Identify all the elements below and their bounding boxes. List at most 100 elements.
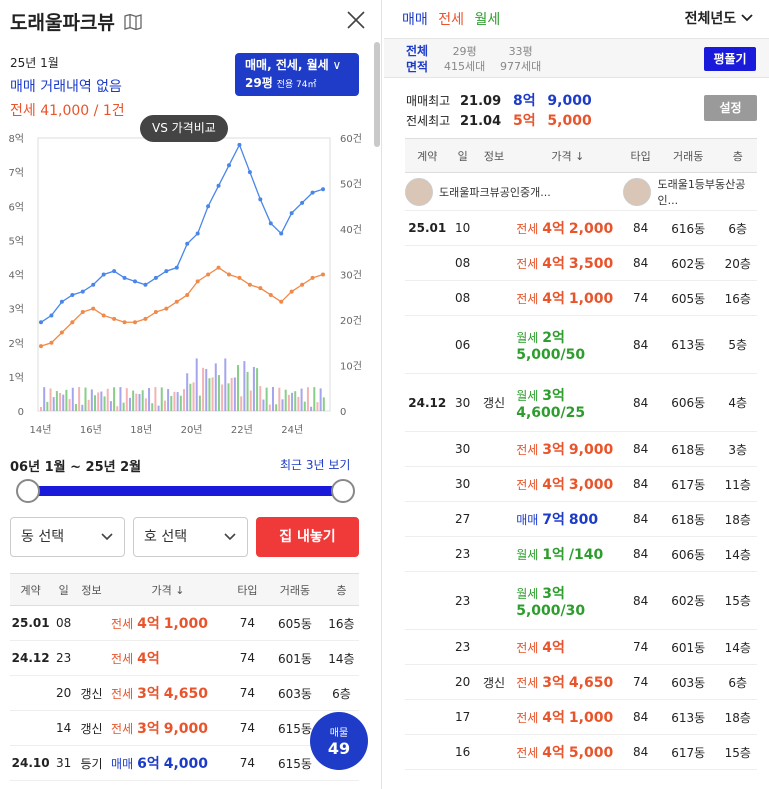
table-row[interactable]: 24.12 30 갱신 월세 3억 4,600/25 84 606동 4층 <box>405 373 757 432</box>
ho-select[interactable]: 호 선택 <box>133 517 248 557</box>
sale-high-price-a: 8억 <box>512 93 536 109</box>
table-row[interactable]: 17 전세 4억 1,000 84 613동 18층 <box>405 699 757 735</box>
month-label: 25년 1월 <box>10 56 59 70</box>
trade-type: 전세 <box>516 222 539 236</box>
price-cell: 전세 3억 4,650 <box>512 664 624 700</box>
listing-count-button[interactable]: 매물 49 <box>310 712 368 770</box>
volume-bar <box>151 403 154 411</box>
volume-bar <box>316 402 319 411</box>
close-icon[interactable] <box>346 10 366 30</box>
floor-cell: 11층 <box>718 466 757 502</box>
table-row[interactable]: 24.10 31 등기 매매 6억 4,000 74 615동 <box>10 745 359 781</box>
table-row[interactable]: 23 월세 1억/140 84 606동 14층 <box>405 536 757 572</box>
col-dong: 거래동 <box>266 573 324 606</box>
volume-bar <box>116 406 119 411</box>
table-row[interactable]: 25.01 08 전세 4억 1,000 74 605동 16층 <box>10 605 359 641</box>
volume-bar <box>173 391 176 411</box>
table-row[interactable]: 16 전세 4억 5,000 84 617동 15층 <box>405 734 757 770</box>
price-cell: 전세 4억 <box>512 629 624 665</box>
scrollbar[interactable] <box>374 42 380 147</box>
series-point <box>310 275 315 280</box>
series-point <box>70 292 75 297</box>
contract-day: 10 <box>449 210 476 246</box>
trade-type: 월세 <box>516 548 539 562</box>
tab-wolse[interactable]: 월세 <box>474 12 501 28</box>
table-row[interactable]: 06 월세 2억 5,000/50 84 613동 5층 <box>405 315 757 374</box>
list-house-button[interactable]: 집 내놓기 <box>256 517 359 557</box>
dong-cell: 606동 <box>657 536 719 572</box>
trade-type: 매매 <box>111 757 134 771</box>
floor-cell: 20층 <box>718 245 757 281</box>
volume-bar <box>233 377 236 411</box>
map-icon[interactable] <box>124 14 142 30</box>
volume-bar <box>138 394 141 411</box>
volume-bar <box>237 365 240 411</box>
agent-card[interactable]: 도래울파크뷰공인중개... <box>405 177 623 206</box>
price-major: 3억 <box>542 675 565 691</box>
table-row[interactable]: 25.01 10 전세 4억 2,000 84 616동 6층 <box>405 210 757 246</box>
volume-bar <box>249 390 252 411</box>
series-point <box>237 275 242 280</box>
y2-tick-label: 50건 <box>340 179 362 191</box>
type-filter-button[interactable]: 매매, 전세, 월세 ∨ 29평 전용 74㎡ <box>235 53 359 96</box>
table-row[interactable]: 24.12 23 전세 4억 74 601동 14층 <box>10 640 359 676</box>
trade-type: 전세 <box>516 676 539 690</box>
dong-cell: 602동 <box>657 245 719 281</box>
price-chart: 0 1억 2억 3억 4억 5억 6억 7억 8억 0 10건 20건 30건 40건 50건 60건 14년 1… <box>8 133 362 436</box>
price-cell: 월세 3억 4,600/25 <box>512 373 624 432</box>
volume-bar <box>160 387 163 411</box>
dong-select[interactable]: 동 선택 <box>10 517 125 557</box>
area-all-tab[interactable]: 전체 면적 <box>406 43 428 75</box>
agent-card[interactable]: 도래울1등부동산공인... <box>623 176 757 208</box>
table-row[interactable]: 14 갱신 전세 3억 9,000 74 615동 <box>10 710 359 746</box>
area-option-33[interactable]: 33평 977세대 <box>500 44 541 74</box>
tab-sale[interactable]: 매매 <box>402 12 428 28</box>
volume-bar <box>163 400 166 411</box>
price-minor: 1,000 <box>568 291 614 307</box>
tab-jeonse[interactable]: 전세 <box>438 12 464 28</box>
sale-high-price-b: 9,000 <box>547 93 592 109</box>
left-panel: 도래울파크뷰 25년 1월 매매 거래내역 없음 전세 41,000 / 1건 … <box>0 0 382 789</box>
vs-compare-button[interactable]: VS 가격비교 <box>140 115 228 142</box>
volume-bar <box>259 386 262 411</box>
table-row[interactable]: 27 매매 7억 800 84 618동 18층 <box>405 501 757 537</box>
table-row[interactable]: 08 전세 4억 1,000 74 605동 16층 <box>405 280 757 316</box>
range-slider-track[interactable] <box>28 486 343 496</box>
listing-badge-count: 49 <box>327 739 351 758</box>
floor-cell: 14층 <box>718 629 757 665</box>
price-minor: 5,000/30 <box>516 602 586 619</box>
chevron-down-icon <box>101 533 113 541</box>
series-point <box>49 340 54 345</box>
volume-bar <box>71 387 74 411</box>
volume-bar <box>100 391 103 411</box>
range-slider-end-handle[interactable] <box>331 479 355 503</box>
col-price-sort[interactable]: 가격 ↓ <box>107 573 229 606</box>
area-option-29[interactable]: 29평 415세대 <box>444 44 485 74</box>
volume-bar <box>46 401 49 411</box>
price-major: 4억 <box>137 651 160 667</box>
price-major: 7억 <box>542 512 565 528</box>
settings-button[interactable]: 설정 <box>704 95 757 121</box>
pyeong-label: 29평 <box>245 76 273 90</box>
range-slider-start-handle[interactable] <box>16 479 40 503</box>
table-row[interactable]: 20 갱신 전세 3억 4,650 74 603동 6층 <box>10 675 359 711</box>
series-point <box>101 313 106 318</box>
table-row[interactable]: 30 전세 4억 3,000 84 617동 11층 <box>405 466 757 502</box>
table-row[interactable]: 23 월세 3억 5,000/30 84 602동 15층 <box>405 571 757 630</box>
floor-cell: 5층 <box>718 315 757 374</box>
info-cell: 갱신 <box>475 664 513 700</box>
table-row[interactable]: 23 전세 4억 74 601동 14층 <box>405 629 757 665</box>
series-point <box>133 320 137 325</box>
info-cell <box>475 466 513 502</box>
year-dropdown[interactable]: 전체년도 <box>685 8 753 28</box>
col-price-sort[interactable]: 가격 ↓ <box>512 138 624 173</box>
col-contract: 계약 <box>405 138 450 173</box>
contract-day: 17 <box>449 699 476 735</box>
volume-bar <box>81 404 84 411</box>
table-row[interactable]: 08 전세 4억 3,500 84 602동 20층 <box>405 245 757 281</box>
recent-3y-link[interactable]: 최근 3년 보기 <box>280 458 351 472</box>
pyeong-unfold-button[interactable]: 평풀기 <box>704 47 756 71</box>
table-row[interactable]: 20 갱신 전세 3억 4,650 74 603동 6층 <box>405 664 757 700</box>
volume-bar <box>306 387 309 411</box>
table-row[interactable]: 30 전세 3억 9,000 84 618동 3층 <box>405 431 757 467</box>
